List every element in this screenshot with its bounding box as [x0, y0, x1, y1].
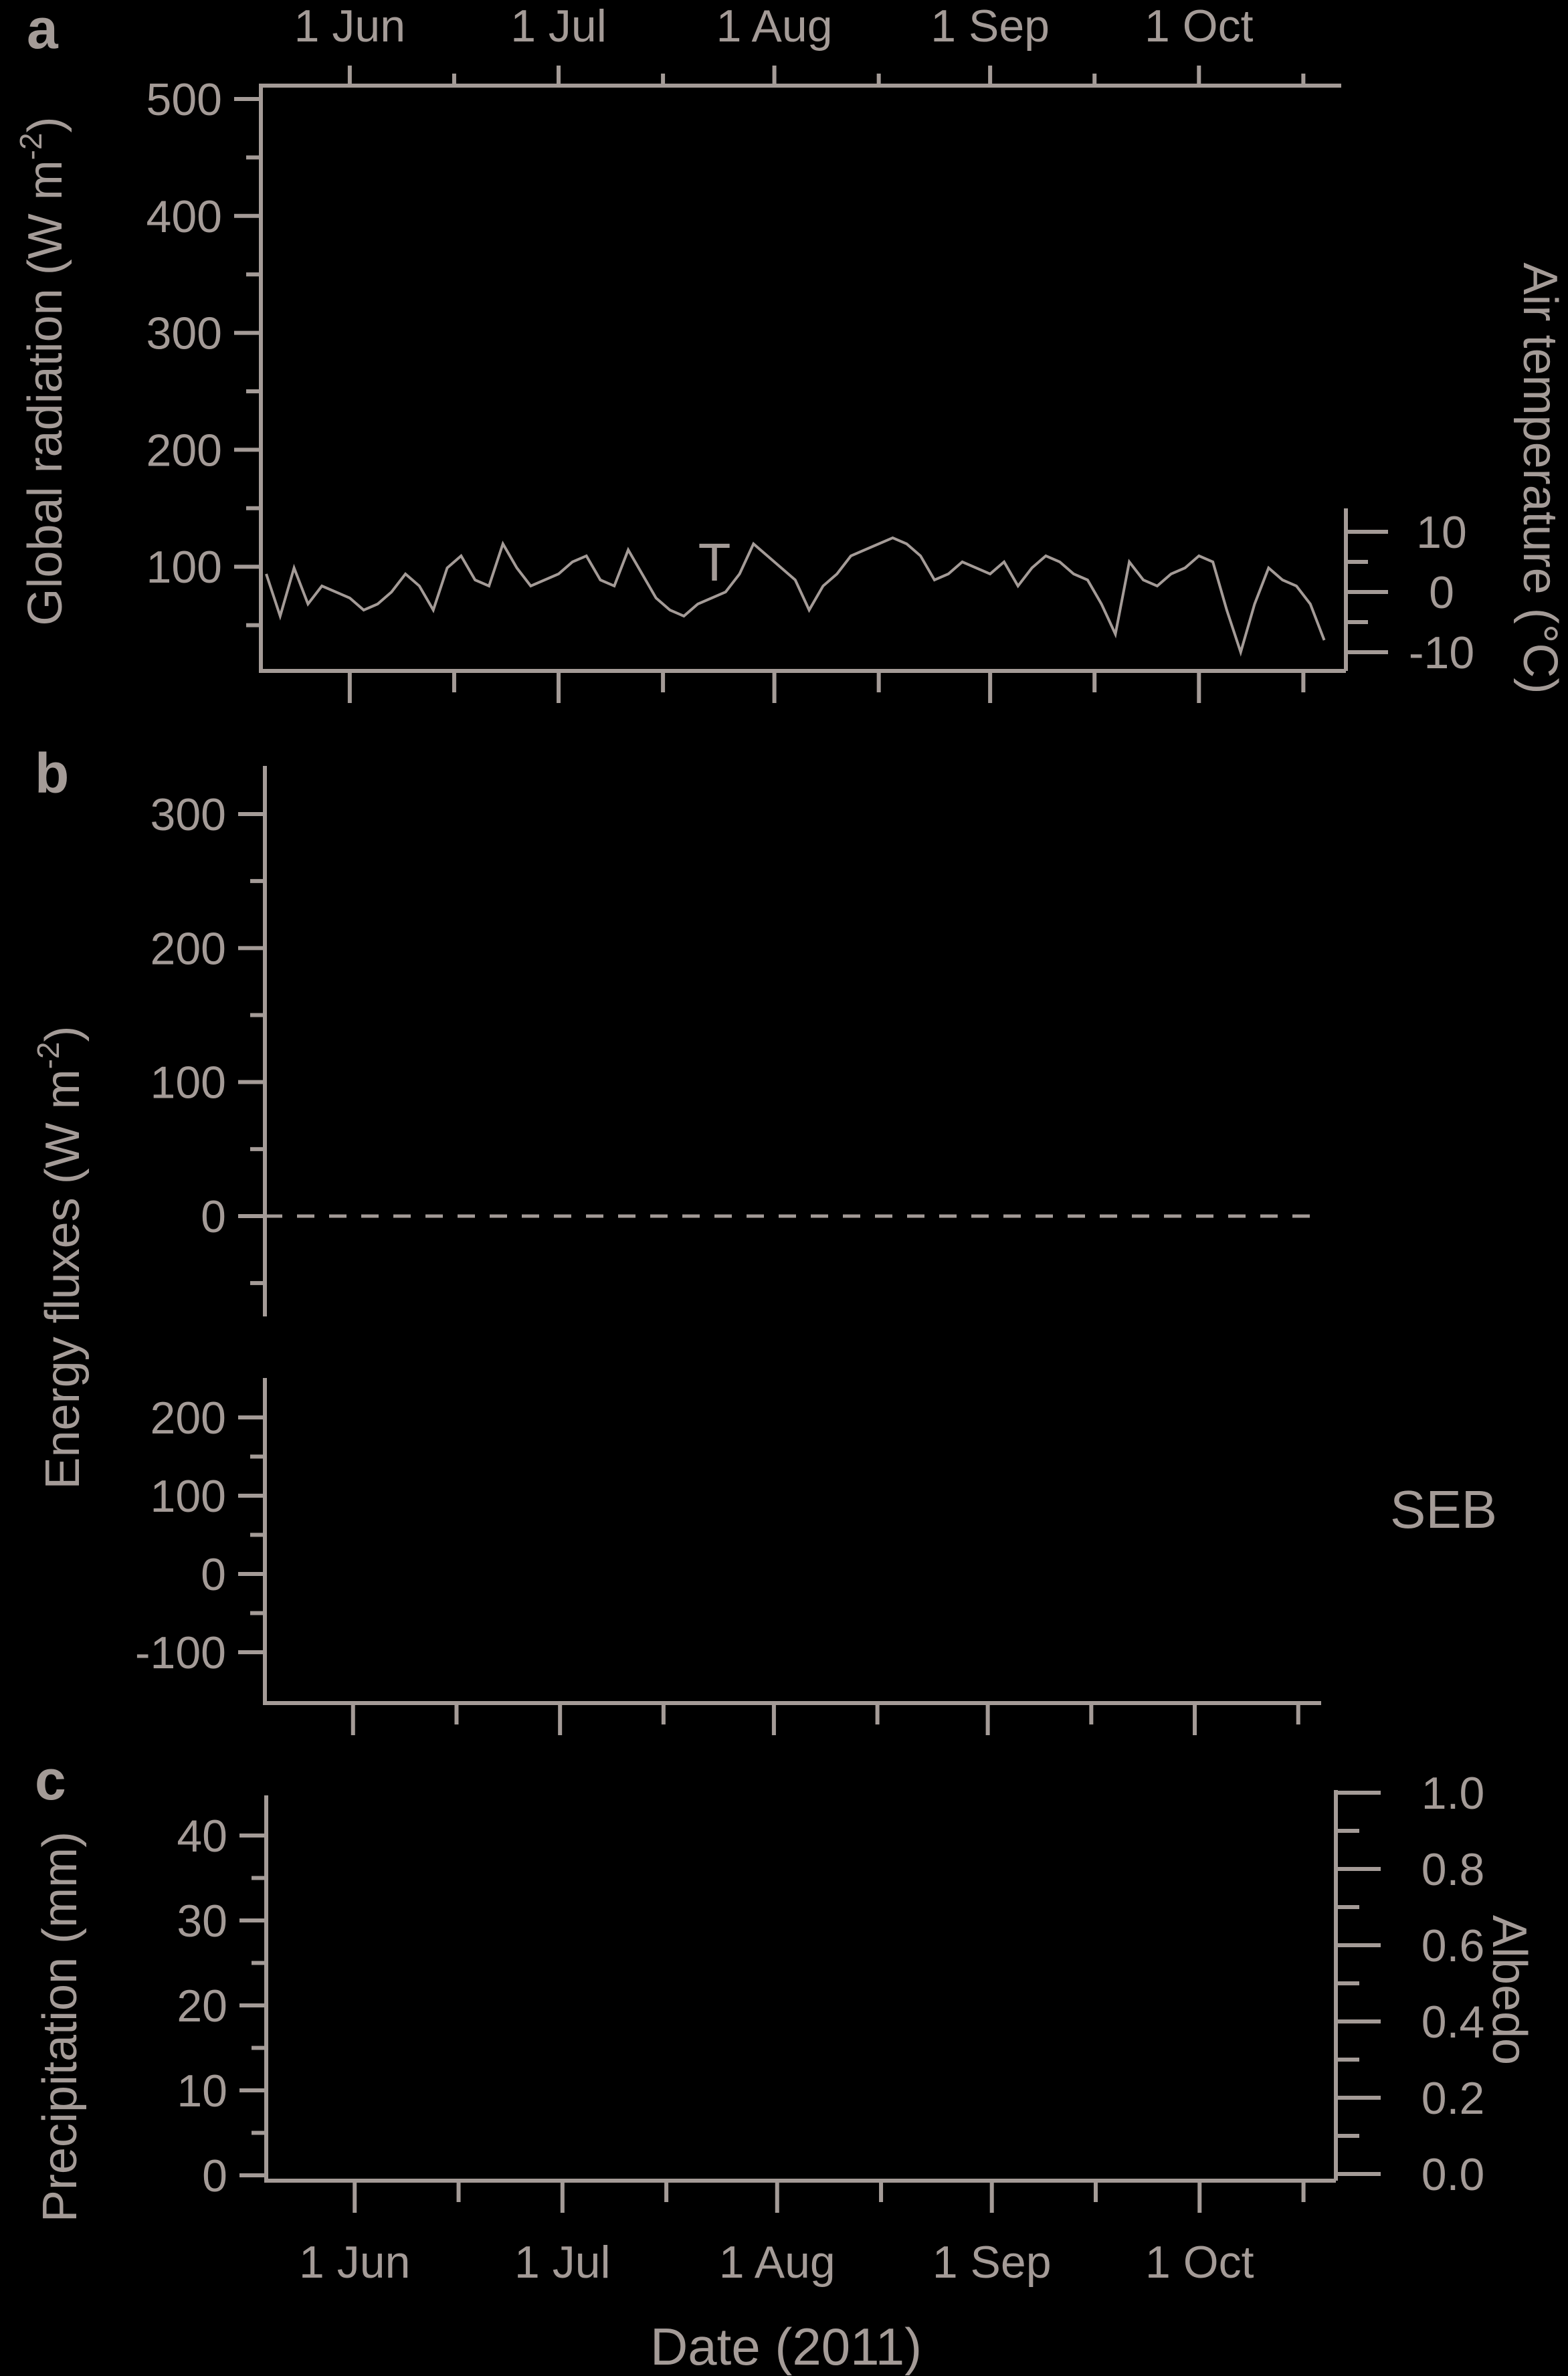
y2-ticks-c: 1.0 0.8 0.6 0.4 0.2 0.0: [1336, 1768, 1484, 2200]
y-axis-label-b-main: Energy fluxes (W m: [36, 1069, 90, 1489]
top-date-tick-label: 1 Aug: [716, 1, 833, 52]
y-axis-label-a-end: ): [19, 116, 72, 132]
y2-tick-label-c: 1.0: [1422, 1768, 1485, 1819]
seb-label: SEB: [1390, 1480, 1497, 1539]
y-tick-labels-a: 500 400 300 200 100: [146, 74, 222, 593]
y2-tick-label-c: 0.4: [1422, 1997, 1485, 2048]
y-tick-label-b-lower: 100: [151, 1471, 226, 1522]
y2-tick-label-c: 0.2: [1422, 2073, 1485, 2124]
y-axis-label-b-end: ): [36, 1025, 90, 1042]
top-date-tick-label: 1 Jul: [510, 1, 607, 52]
axes-b-lower: [238, 1378, 1321, 1705]
y-tick-label-b-lower: -100: [135, 1627, 226, 1678]
y-tick-label-a: 400: [146, 191, 222, 242]
y-axis-label-a: Global radiation (W m-2): [13, 116, 72, 625]
y2-tick-label-c: 0.8: [1422, 1844, 1485, 1895]
y-axis-label-a-main: Global radiation (W m: [19, 160, 72, 625]
y-tick-label-a: 100: [146, 542, 222, 593]
axes-a: [234, 84, 1348, 703]
y-tick-label-c: 10: [177, 2066, 227, 2116]
y2-tick-label-a: 10: [1416, 507, 1467, 558]
temperature-line: [265, 536, 1326, 657]
y-axis-label-a-sup: -2: [13, 132, 48, 160]
y-tick-label-b-upper: 200: [151, 923, 226, 974]
top-date-ticks: 1 Jun 1 Jul 1 Aug 1 Sep 1 Oct: [294, 1, 1306, 86]
y-tick-labels-b-upper: 300 200 100 0: [151, 789, 226, 1242]
temperature-series-label: T: [698, 532, 731, 592]
y-tick-labels-b-lower: 200 100 0 -100: [135, 1393, 226, 1678]
y-tick-label-a: 500: [146, 74, 222, 125]
panel-b: b 300 200 100 0 200 100 0 -100 Energy fluxes (…: [31, 742, 1497, 1735]
mid-date-ticks: [351, 1703, 1300, 1735]
y-tick-label-b-lower: 200: [151, 1393, 226, 1444]
y-tick-labels-c: 40 30 20 10 0: [177, 1811, 227, 2201]
x-axis-label: Date (2011): [650, 2317, 922, 2376]
y2-axis-label-c: Albedo: [1482, 1915, 1536, 2065]
y-tick-label-b-upper: 300: [151, 789, 226, 840]
y-axis-label-b-sup: -2: [31, 1042, 66, 1069]
bottom-date-tick-label: 1 Jun: [299, 2237, 410, 2288]
y-axis-label-b: Energy fluxes (W m-2): [31, 1025, 90, 1489]
y2-axis-label-a: Air temperature (°C): [1513, 263, 1567, 694]
bottom-date-ticks: 1 Jun 1 Jul 1 Aug 1 Sep 1 Oct: [299, 2181, 1306, 2288]
y-tick-label-c: 20: [177, 1981, 227, 2032]
y-axis-label-c: Precipitation (mm): [33, 1832, 87, 2222]
top-date-tick-label: 1 Oct: [1145, 1, 1254, 52]
y-tick-label-c: 40: [177, 1811, 227, 1862]
panel-letter-a: a: [27, 0, 59, 60]
top-date-tick-label: 1 Sep: [930, 1, 1050, 52]
y-tick-label-a: 300: [146, 308, 222, 359]
y2-tick-label-c: 0.0: [1422, 2149, 1485, 2200]
y-tick-label-b-upper: 0: [201, 1191, 226, 1242]
y-tick-label-b-lower: 0: [201, 1549, 226, 1600]
bottom-date-tick-label: 1 Jul: [514, 2237, 611, 2288]
y-tick-label-c: 30: [177, 1896, 227, 1947]
y2-ticks-a: 10 0 -10: [1346, 507, 1474, 678]
y2-tick-label-a: 0: [1429, 567, 1454, 618]
panel-c: c 40 30 20 10 0 1.0 0.8 0.6 0.4 0.2 0.0 Precipita…: [33, 1749, 1536, 2376]
y-tick-label-b-upper: 100: [151, 1058, 226, 1108]
panel-a: a 1 Jun 1 Jul 1 Aug 1 Sep 1 Oct 500 400 300 200…: [13, 0, 1567, 703]
y-tick-label-a: 200: [146, 425, 222, 476]
panel-letter-c: c: [35, 1749, 66, 1811]
bottom-date-tick-label: 1 Sep: [933, 2237, 1052, 2288]
axes-c: [239, 1790, 1338, 2183]
top-date-tick-label: 1 Jun: [294, 1, 405, 52]
panel-letter-b: b: [35, 742, 69, 805]
bottom-date-tick-label: 1 Oct: [1145, 2237, 1254, 2288]
y2-tick-label-c: 0.6: [1422, 1920, 1485, 1971]
bottom-date-tick-label: 1 Aug: [719, 2237, 836, 2288]
y-tick-label-c: 0: [202, 2151, 227, 2201]
axes-b-upper: [238, 766, 267, 1316]
y2-tick-label-a: -10: [1409, 627, 1474, 678]
